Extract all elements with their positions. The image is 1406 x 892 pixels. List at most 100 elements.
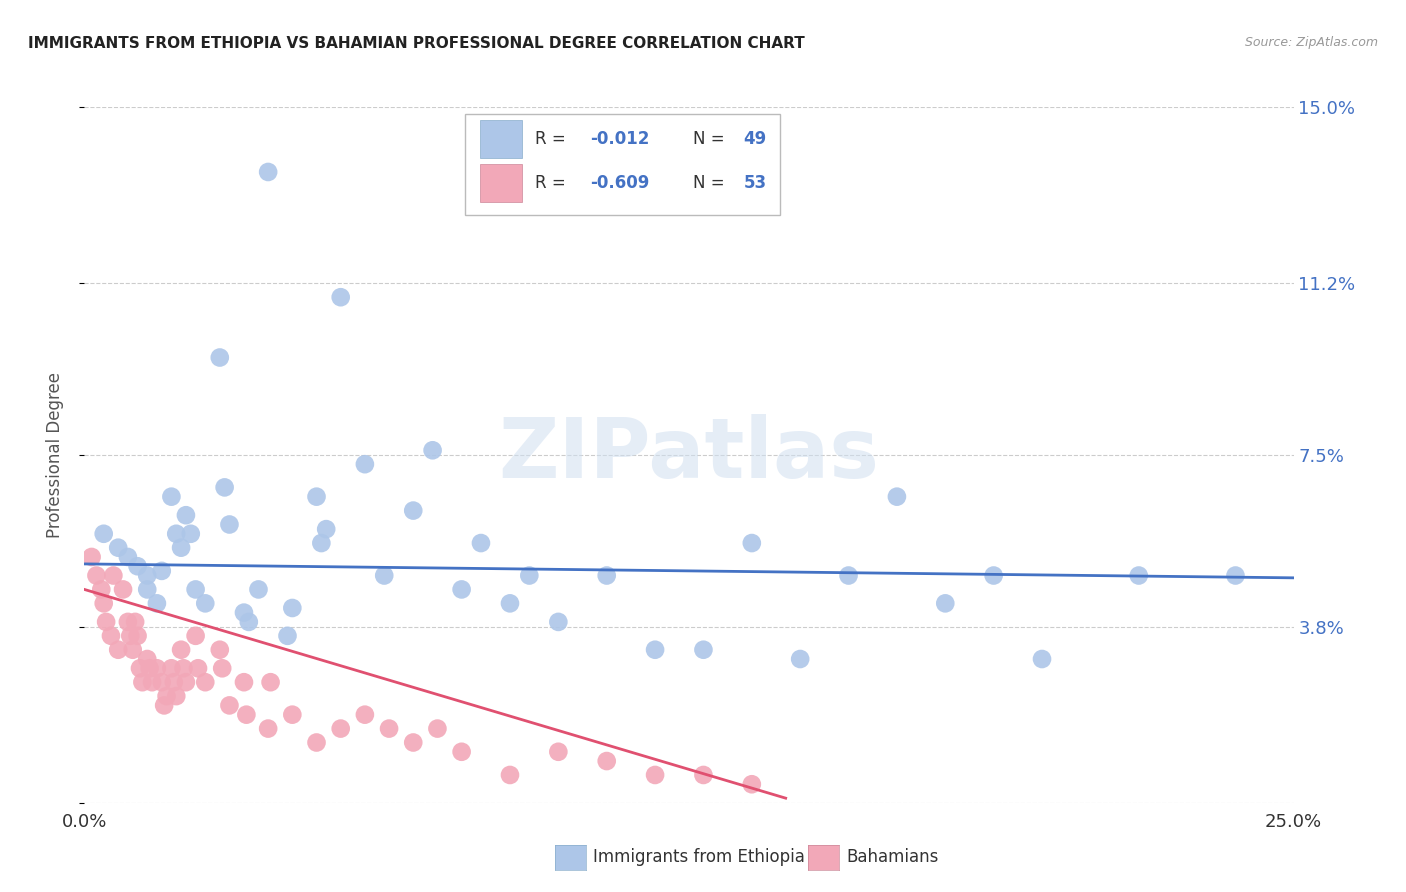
Point: [208, 351, 231, 365]
Point: [107, 642, 129, 657]
Text: Immigrants from Ethiopia: Immigrants from Ethiopia: [593, 848, 806, 866]
Point: [329, 290, 352, 304]
Point: [100, 629, 122, 643]
Point: [692, 768, 714, 782]
Point: [1031, 652, 1053, 666]
Point: [184, 629, 207, 643]
Point: [315, 522, 337, 536]
Point: [174, 675, 197, 690]
Point: [470, 536, 492, 550]
Point: [150, 564, 173, 578]
Point: [90, 582, 112, 597]
Point: [141, 675, 163, 690]
Text: Source: ZipAtlas.com: Source: ZipAtlas.com: [1244, 36, 1378, 49]
Point: [596, 754, 619, 768]
Point: [450, 582, 472, 597]
Point: [281, 601, 304, 615]
Text: IMMIGRANTS FROM ETHIOPIA VS BAHAMIAN PROFESSIONAL DEGREE CORRELATION CHART: IMMIGRANTS FROM ETHIOPIA VS BAHAMIAN PRO…: [28, 36, 804, 51]
Point: [547, 615, 569, 629]
FancyBboxPatch shape: [479, 120, 522, 158]
Point: [146, 596, 169, 610]
Point: [499, 768, 522, 782]
Point: [94, 615, 117, 629]
Text: N =: N =: [693, 129, 730, 148]
Point: [117, 549, 139, 564]
Point: [136, 582, 159, 597]
Point: [233, 606, 256, 620]
Point: [354, 707, 377, 722]
Point: [80, 549, 103, 564]
Point: [146, 661, 169, 675]
Point: [983, 568, 1005, 582]
Point: [136, 568, 159, 582]
Point: [214, 480, 236, 494]
Point: [127, 559, 149, 574]
Point: [155, 689, 177, 703]
Point: [934, 596, 956, 610]
Point: [121, 642, 143, 657]
Point: [127, 629, 149, 643]
Text: 53: 53: [744, 174, 766, 192]
Point: [170, 642, 193, 657]
Point: [153, 698, 176, 713]
Point: [789, 652, 811, 666]
Point: [259, 675, 281, 690]
Point: [218, 698, 240, 713]
Point: [838, 568, 860, 582]
Text: ZIPatlas: ZIPatlas: [499, 415, 879, 495]
Point: [120, 629, 142, 643]
Point: [305, 735, 328, 749]
Point: [93, 596, 115, 610]
Point: [150, 675, 173, 690]
Point: [86, 568, 108, 582]
Point: [305, 490, 328, 504]
Point: [741, 777, 763, 791]
Point: [184, 582, 207, 597]
Point: [311, 536, 333, 550]
Point: [131, 675, 153, 690]
Point: [173, 661, 195, 675]
Point: [103, 568, 125, 582]
Point: [373, 568, 395, 582]
Point: [211, 661, 233, 675]
Point: [165, 526, 187, 541]
Point: [112, 582, 135, 597]
Point: [218, 517, 240, 532]
Point: [402, 503, 425, 517]
Point: [208, 642, 231, 657]
Point: [138, 661, 160, 675]
Point: [426, 722, 449, 736]
Point: [93, 526, 115, 541]
Point: [165, 689, 187, 703]
Point: [886, 490, 908, 504]
Point: [117, 615, 139, 629]
FancyBboxPatch shape: [479, 164, 522, 202]
Point: [378, 722, 401, 736]
Point: [257, 722, 280, 736]
Point: [1225, 568, 1247, 582]
Point: [741, 536, 763, 550]
Y-axis label: Professional Degree: Professional Degree: [45, 372, 63, 538]
Point: [187, 661, 209, 675]
Text: N =: N =: [693, 174, 730, 192]
Point: [160, 490, 183, 504]
Point: [194, 596, 217, 610]
Point: [547, 745, 569, 759]
Text: Bahamians: Bahamians: [846, 848, 939, 866]
Point: [329, 722, 352, 736]
Point: [238, 615, 260, 629]
Text: 49: 49: [744, 129, 766, 148]
Point: [257, 165, 280, 179]
Text: -0.609: -0.609: [589, 174, 650, 192]
Point: [692, 642, 714, 657]
Point: [450, 745, 472, 759]
Point: [644, 768, 666, 782]
FancyBboxPatch shape: [465, 114, 780, 215]
Point: [1128, 568, 1150, 582]
Point: [180, 526, 202, 541]
Point: [233, 675, 256, 690]
Point: [596, 568, 619, 582]
Point: [160, 661, 183, 675]
Point: [235, 707, 257, 722]
Point: [644, 642, 666, 657]
